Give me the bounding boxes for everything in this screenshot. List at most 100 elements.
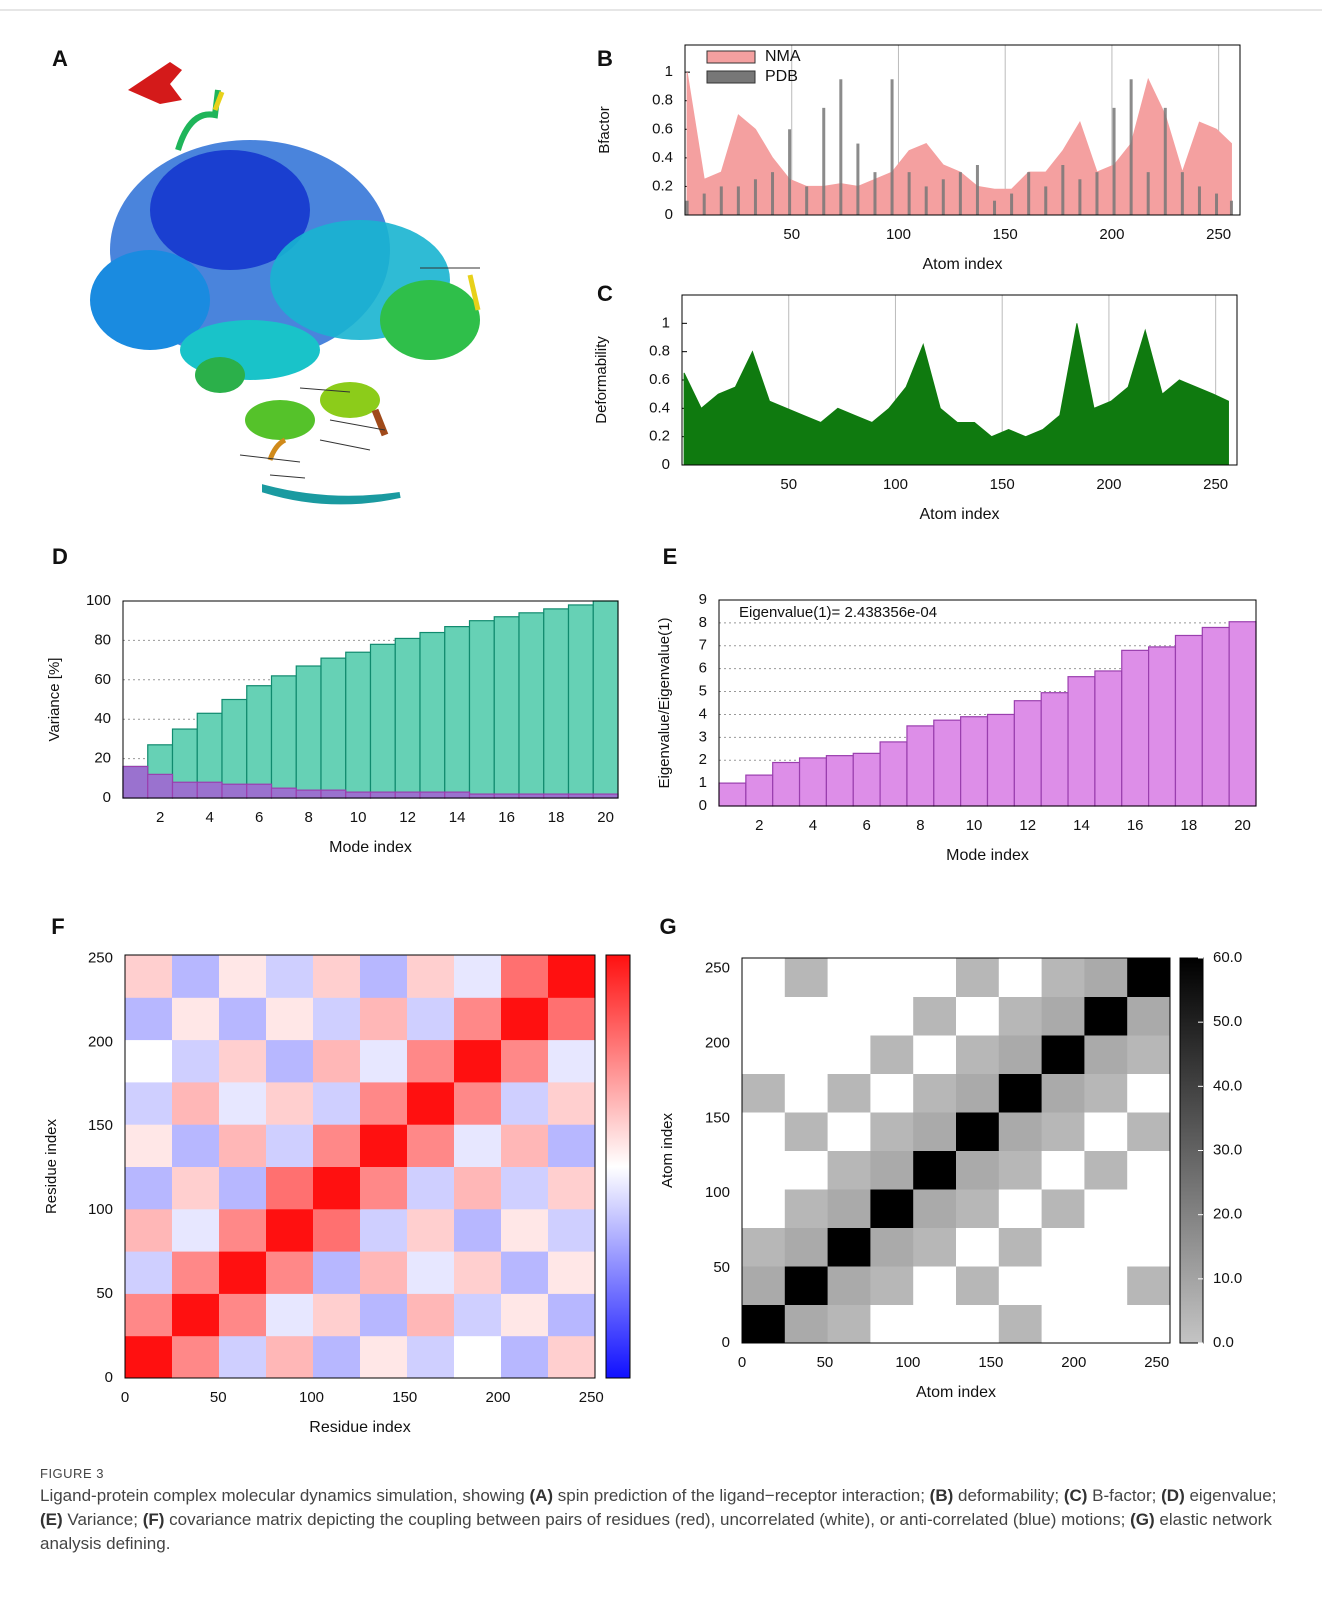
y-tick-label: 0 (103, 789, 111, 806)
x-tick-label: 16 (498, 809, 515, 826)
heat-cell (999, 997, 1042, 1036)
heat-cell (125, 1209, 173, 1252)
legend-swatch (707, 51, 755, 63)
x-tick-label: 150 (978, 1354, 1003, 1371)
heat-cell (1127, 1189, 1170, 1228)
x-tick-label: 12 (1019, 817, 1036, 834)
heat-cell (913, 1266, 956, 1305)
legend-label: PDB (765, 68, 798, 85)
bar (1068, 677, 1095, 806)
caption-panel-ref: (F) (143, 1510, 165, 1529)
heat-cell (360, 1082, 408, 1125)
x-tick-label: 16 (1127, 817, 1144, 834)
x-tick-label: 12 (399, 809, 416, 826)
heat-cell (742, 1189, 785, 1228)
heat-cell (1042, 1035, 1085, 1074)
heat-cell (742, 997, 785, 1036)
y-tick-label: 0.6 (649, 371, 670, 388)
panel-letter: G (659, 914, 676, 939)
bar (934, 720, 961, 806)
bar (988, 714, 1015, 806)
heat-cell (913, 1228, 956, 1267)
y-tick-label: 6 (699, 660, 707, 677)
heat-cell (870, 1151, 913, 1190)
spike (788, 129, 791, 215)
caption-panel-ref: (E) (40, 1510, 63, 1529)
heat-cell (999, 1074, 1042, 1113)
x-tick-label: 150 (993, 226, 1018, 243)
heat-cell (219, 1251, 267, 1294)
heat-cell (125, 997, 173, 1040)
heat-cell (266, 1251, 314, 1294)
heat-cell (125, 1293, 173, 1336)
spike (1215, 194, 1218, 215)
y-tick-label: 80 (94, 631, 111, 648)
x-tick-label: 100 (895, 1354, 920, 1371)
x-tick-label: 250 (1206, 226, 1231, 243)
heat-cell (219, 1124, 267, 1167)
annotation: Eigenvalue(1)= 2.438356e-04 (739, 604, 937, 621)
caption-panel-ref: (D) (1161, 1486, 1185, 1505)
x-axis-label: Atom index (922, 256, 1002, 273)
bar (445, 792, 470, 798)
panel-letter: C (597, 281, 613, 306)
spike (856, 144, 859, 215)
bar (593, 794, 618, 798)
y-tick-label: 0.4 (649, 399, 670, 416)
heat-cell (266, 955, 314, 998)
colorbar (606, 955, 630, 1378)
y-tick-label: 0.4 (652, 149, 673, 166)
heat-cell (125, 1336, 173, 1379)
heat-cell (870, 1266, 913, 1305)
bar (494, 794, 519, 798)
y-tick-label: 50 (713, 1259, 730, 1276)
bar (569, 794, 594, 798)
heat-cell (266, 997, 314, 1040)
bar (1175, 635, 1202, 806)
panel-letter: E (663, 544, 678, 569)
heat-cell (501, 1082, 549, 1125)
heat-cell (172, 1124, 220, 1167)
y-tick-label: 3 (699, 728, 707, 745)
bar (1041, 693, 1068, 806)
caption-text: covariance matrix depicting the coupling… (164, 1510, 1130, 1529)
y-tick-label: 100 (88, 1201, 113, 1218)
heat-cell (172, 997, 220, 1040)
heat-cell (1084, 1189, 1127, 1228)
heat-cell (1127, 1112, 1170, 1151)
x-tick-label: 10 (966, 817, 983, 834)
heat-cell (999, 1305, 1042, 1344)
bar (853, 753, 880, 806)
heat-cell (1042, 1112, 1085, 1151)
heat-cell (219, 1167, 267, 1210)
x-tick-label: 250 (1144, 1354, 1169, 1371)
bar (148, 774, 173, 798)
colorbar-tick-label: 0.0 (1213, 1334, 1234, 1351)
heat-cell (172, 1167, 220, 1210)
heat-cell (313, 1209, 361, 1252)
heat-cell (548, 1124, 596, 1167)
heat-cell (454, 1251, 502, 1294)
heat-cell (219, 1336, 267, 1379)
heat-cell (407, 1251, 455, 1294)
heat-cell (219, 1040, 267, 1083)
y-axis-label: Variance [%] (46, 658, 63, 742)
heat-cell (313, 997, 361, 1040)
heat-cell (313, 955, 361, 998)
heat-cell (454, 1082, 502, 1125)
heat-cell (548, 1167, 596, 1210)
heat-cell (266, 1124, 314, 1167)
y-tick-label: 1 (699, 774, 707, 791)
heat-cell (828, 1074, 871, 1113)
bar (826, 756, 853, 806)
spike (720, 186, 723, 215)
heat-cell (454, 1167, 502, 1210)
heat-cell (313, 1167, 361, 1210)
colorbar-tick-label: 50.0 (1213, 1013, 1242, 1030)
heat-cell (407, 1167, 455, 1210)
heat-cell (172, 1336, 220, 1379)
heat-cell (1042, 1189, 1085, 1228)
heat-cell (785, 958, 828, 997)
heat-cell (785, 1266, 828, 1305)
